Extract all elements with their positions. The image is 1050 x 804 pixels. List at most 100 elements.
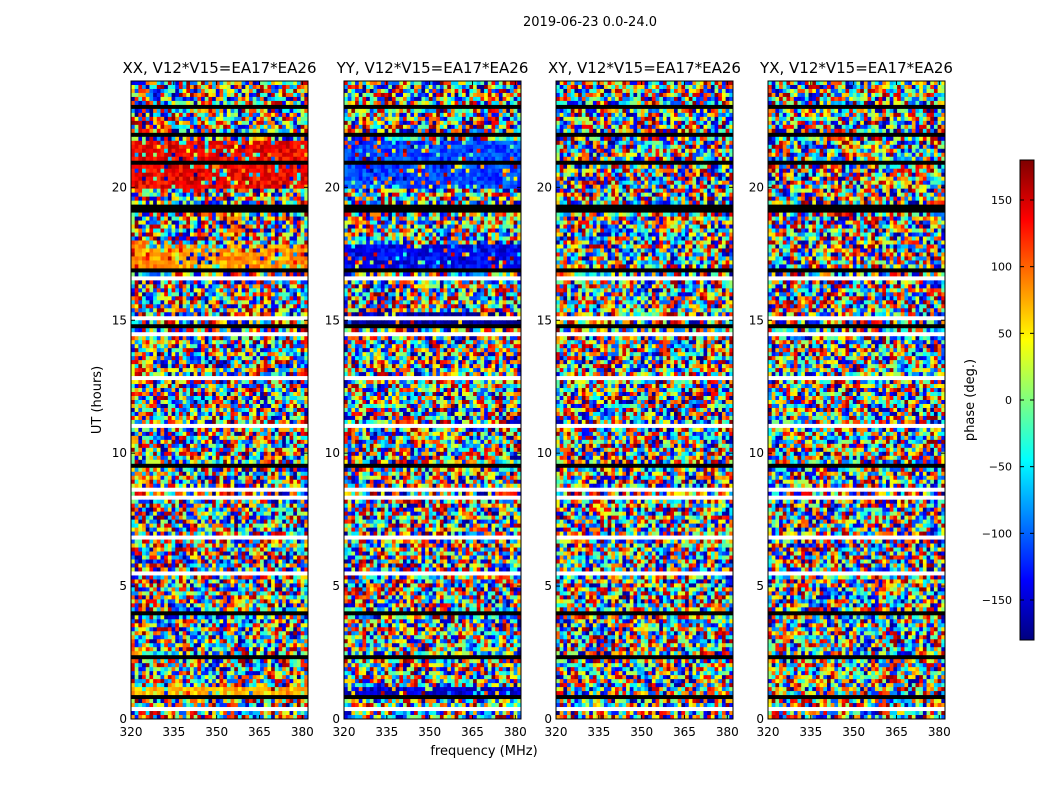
waterfall-cell: [230, 180, 235, 186]
waterfall-cell: [153, 459, 158, 465]
waterfall-cell: [204, 415, 209, 421]
waterfall-cell: [274, 344, 279, 349]
waterfall-cell: [289, 479, 294, 485]
waterfall-cell: [252, 284, 257, 289]
waterfall-cell: [241, 124, 246, 130]
waterfall-cell: [182, 471, 187, 477]
waterfall-cell: [212, 200, 217, 206]
waterfall-cell: [186, 88, 191, 94]
waterfall-cell: [226, 144, 231, 150]
waterfall-cell: [256, 244, 261, 249]
waterfall-cell: [142, 392, 147, 397]
waterfall-cell: [190, 519, 195, 525]
waterfall-cell: [193, 419, 198, 425]
waterfall-cell: [237, 539, 243, 544]
waterfall-cell: [237, 479, 243, 485]
waterfall-cell: [282, 288, 287, 293]
waterfall-cell: [300, 364, 305, 369]
waterfall-cell: [226, 308, 231, 313]
waterfall-cell: [212, 260, 217, 265]
waterfall-cell: [167, 92, 172, 98]
waterfall-cell: [282, 220, 287, 225]
waterfall-cell: [131, 431, 136, 437]
waterfall-cell: [171, 256, 176, 261]
waterfall-cell: [282, 308, 287, 313]
waterfall-cell: [167, 336, 172, 341]
waterfall-cell: [171, 212, 176, 217]
flagged-row: [131, 276, 308, 281]
waterfall-cell: [160, 352, 165, 357]
waterfall-cell: [271, 415, 276, 421]
waterfall-cell: [204, 555, 209, 560]
waterfall-cell: [260, 92, 265, 98]
waterfall-cell: [134, 419, 139, 425]
waterfall-cell: [212, 156, 217, 162]
waterfall-cell: [296, 88, 302, 94]
waterfall-cell: [149, 479, 154, 485]
waterfall-cell: [285, 459, 290, 465]
waterfall-cell: [256, 84, 261, 90]
waterfall-cell: [164, 196, 169, 202]
waterfall-cell: [212, 471, 217, 477]
waterfall-cell: [138, 172, 143, 178]
waterfall-cell: [285, 232, 290, 237]
waterfall-cell: [197, 392, 202, 397]
waterfall-cell: [193, 128, 198, 134]
waterfall-cell: [190, 228, 195, 233]
waterfall-cell: [175, 248, 180, 253]
waterfall-cell: [300, 188, 305, 194]
waterfall-cell: [197, 356, 202, 361]
waterfall-cell: [186, 81, 191, 86]
waterfall-cell: [197, 308, 202, 313]
waterfall-cell: [293, 240, 298, 245]
waterfall-cell: [149, 92, 154, 98]
waterfall-cell: [156, 140, 161, 146]
waterfall-cell: [223, 264, 228, 269]
waterfall-cell: [197, 232, 202, 237]
waterfall-cell: [223, 431, 228, 437]
waterfall-cell: [241, 388, 246, 393]
waterfall-cell: [160, 519, 165, 525]
waterfall-cell: [267, 280, 272, 285]
waterfall-cell: [219, 384, 224, 389]
waterfall-cell: [267, 220, 272, 225]
waterfall-cell: [134, 84, 139, 90]
waterfall-cell: [289, 224, 294, 229]
waterfall-cell: [138, 224, 143, 229]
waterfall-cell: [208, 479, 213, 485]
waterfall-cell: [226, 372, 231, 377]
waterfall-cell: [197, 168, 202, 174]
waterfall-cell: [234, 439, 239, 445]
waterfall-cell: [201, 108, 206, 114]
waterfall-cell: [160, 403, 165, 409]
waterfall-cell: [182, 252, 187, 257]
waterfall-cell: [271, 300, 276, 305]
waterfall-cell: [197, 228, 202, 233]
waterfall-cell: [234, 527, 239, 532]
waterfall-cell: [167, 360, 172, 365]
waterfall-cell: [167, 555, 172, 560]
waterfall-cell: [190, 344, 195, 349]
waterfall-cell: [131, 288, 136, 293]
waterfall-cell: [219, 427, 224, 433]
waterfall-cell: [145, 392, 150, 397]
waterfall-cell: [134, 144, 139, 150]
waterfall-cell: [212, 216, 217, 221]
waterfall-cell: [223, 136, 228, 142]
waterfall-cell: [193, 100, 198, 106]
waterfall-cell: [171, 148, 176, 154]
waterfall-cell: [208, 81, 213, 86]
waterfall-cell: [245, 443, 250, 449]
waterfall-cell: [234, 140, 239, 146]
waterfall-cell: [156, 443, 161, 449]
waterfall-cell: [226, 272, 231, 277]
waterfall-cell: [145, 228, 150, 233]
waterfall-cell: [208, 515, 213, 521]
waterfall-cell: [241, 288, 246, 293]
waterfall-cell: [153, 156, 158, 162]
waterfall-cell: [234, 471, 239, 477]
waterfall-cell: [293, 144, 298, 150]
waterfall-cell: [245, 212, 250, 217]
waterfall-cell: [201, 415, 206, 421]
waterfall-cell: [134, 260, 139, 265]
